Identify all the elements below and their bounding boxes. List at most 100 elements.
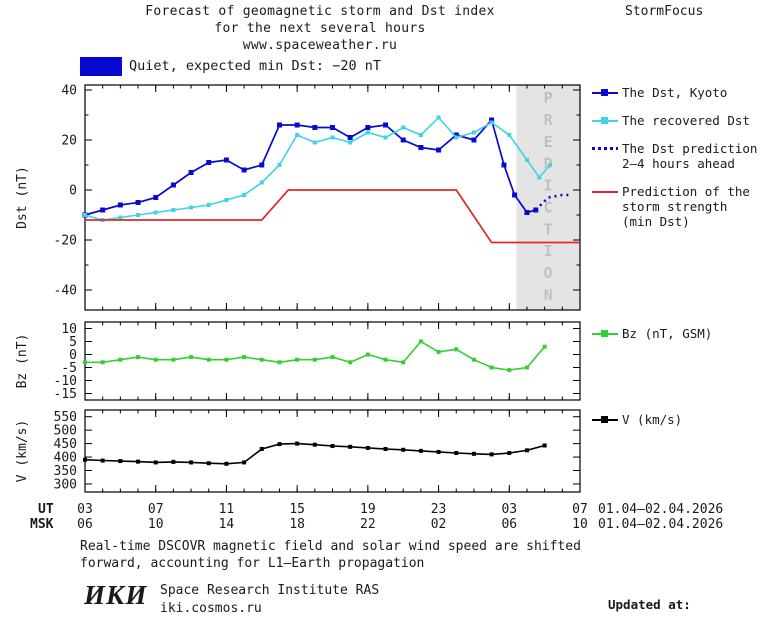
msk-tick-label: 06 — [501, 517, 518, 532]
dst-recovered-marker — [547, 163, 552, 167]
y-tick-label: 0 — [69, 348, 77, 363]
bz-gsm-marker — [171, 357, 176, 362]
title-line-2: for the next several hours — [214, 21, 426, 36]
bz-gsm-marker — [83, 360, 87, 365]
ut-tick-row: UT 03 07 11 15 19 23 03 07 01.04—02.04.2026 — [0, 502, 760, 517]
legend-storm-sample-icon — [592, 184, 622, 199]
bz-gsm-marker — [153, 357, 158, 362]
dst-kyoto-marker — [276, 122, 282, 128]
msk-tick-label: 06 — [77, 517, 93, 532]
dst-kyoto-marker — [312, 125, 318, 130]
status-banner: Quiet, expected min Dst: −20 nT — [80, 55, 381, 77]
dst-recovered-marker — [277, 163, 282, 167]
prediction-watermark-letter: N — [544, 286, 553, 304]
dst-kyoto-marker — [100, 207, 106, 213]
bz-gsm-marker — [136, 355, 141, 360]
legend-v-label: V (km/s) — [622, 412, 683, 427]
dst-kyoto-marker — [453, 132, 459, 138]
legend-v: V (km/s) — [592, 412, 760, 440]
legend-dst-kyoto: The Dst, Kyoto — [592, 85, 760, 100]
dst-kyoto-marker — [170, 182, 176, 188]
bz-gsm-marker — [524, 365, 529, 370]
bz-gsm-marker — [489, 365, 494, 370]
y-axis-label: Dst (nT) — [15, 166, 30, 229]
bz-gsm-marker — [418, 339, 423, 344]
dst-recovered-marker — [136, 213, 141, 217]
dst-recovered-marker — [436, 115, 441, 120]
dst-kyoto-marker — [241, 167, 247, 173]
dst-recovered-marker — [242, 193, 247, 197]
dst-recovered-marker — [383, 135, 388, 140]
iki-logo: ИКИ — [84, 580, 148, 610]
msk-tick-label: 22 — [360, 517, 376, 532]
solar-wind-speed-marker — [383, 446, 388, 451]
dst-kyoto-marker — [400, 137, 406, 143]
plot-border — [84, 84, 581, 311]
msk-tick-label: 10 — [572, 517, 588, 532]
institute-name: Space Research Institute RAS — [160, 583, 380, 598]
dst-kyoto-marker — [135, 200, 141, 205]
dst-kyoto-marker — [501, 162, 507, 168]
bz-gsm-marker — [100, 360, 105, 365]
dst-kyoto-marker — [206, 160, 212, 165]
institute-block: Space Research Institute RAS iki.cosmos.… — [160, 582, 379, 618]
dst-recovered-marker — [224, 198, 229, 202]
dst-prediction-line — [534, 193, 572, 211]
dst-recovered-marker — [524, 158, 529, 162]
bz-gsm-marker — [295, 357, 300, 362]
propagation-note-line-1: Real-time DSCOVR magnetic field and sola… — [80, 539, 581, 554]
msk-tick-label: 14 — [218, 517, 235, 532]
prediction-watermark-letter: I — [544, 177, 553, 195]
bz-gsm-marker — [471, 357, 476, 362]
bz-gsm-marker — [206, 357, 211, 362]
bz-gsm-marker — [242, 355, 247, 360]
dst-kyoto-marker — [489, 117, 495, 123]
dst-recovered-marker — [295, 133, 300, 137]
ut-tick-label: 03 — [77, 502, 93, 517]
bz-gsm-marker — [312, 357, 317, 362]
legend-prediction-sample-icon — [592, 141, 622, 156]
dst-recovered-marker — [454, 135, 459, 140]
msk-tick-row: MSK 06 10 14 18 22 02 06 10 01.04—02.04.2026 — [0, 517, 760, 532]
propagation-note: Real-time DSCOVR magnetic field and sola… — [80, 538, 581, 572]
brand-stormfocus: StormFocus — [625, 4, 704, 19]
y-tick-label: -15 — [54, 387, 77, 402]
solar-wind-speed-marker — [136, 459, 141, 464]
dst-recovered-marker — [189, 205, 194, 210]
dst-recovered-marker — [507, 133, 512, 137]
y-axis-label: V (km/s) — [15, 420, 30, 483]
dst-recovered-marker — [259, 180, 264, 185]
dst-kyoto-marker — [259, 162, 265, 168]
dst-kyoto-line — [84, 118, 537, 216]
plot-border — [84, 321, 581, 401]
bz-gsm-marker — [436, 349, 441, 354]
dst-recovered-marker — [537, 175, 542, 180]
dst-kyoto-marker — [383, 122, 389, 128]
solar-wind-speed-marker — [507, 451, 512, 456]
bz-gsm-marker — [507, 368, 512, 373]
legend-v: V (km/s) — [592, 412, 760, 427]
ut-tick-label: 07 — [572, 502, 588, 517]
dst-kyoto-marker — [524, 210, 530, 215]
solar-wind-speed-marker — [295, 441, 300, 446]
dst-kyoto-marker — [365, 125, 371, 130]
y-tick-label: 400 — [54, 451, 77, 466]
y-tick-label: 5 — [69, 335, 77, 350]
y-tick-label: 300 — [54, 477, 77, 492]
ut-tick-label: 15 — [289, 502, 305, 517]
prediction-watermark-letter: T — [544, 220, 553, 238]
solar-wind-speed-marker — [348, 444, 353, 449]
solar-wind-speed-marker — [401, 447, 406, 452]
y-tick-label: 0 — [69, 184, 77, 199]
dst-kyoto-marker — [223, 157, 229, 163]
legend-bz: Bz (nT, GSM) — [592, 326, 760, 341]
ut-date-range: 01.04—02.04.2026 — [598, 502, 724, 517]
solar-wind-speed-marker — [242, 460, 247, 465]
solar-wind-speed-marker — [171, 459, 176, 464]
dst-kyoto-marker — [294, 122, 300, 128]
msk-tick-label: 02 — [430, 517, 447, 532]
solar-wind-speed-marker — [277, 442, 282, 447]
legend-dst-kyoto-sample-icon — [592, 85, 622, 100]
